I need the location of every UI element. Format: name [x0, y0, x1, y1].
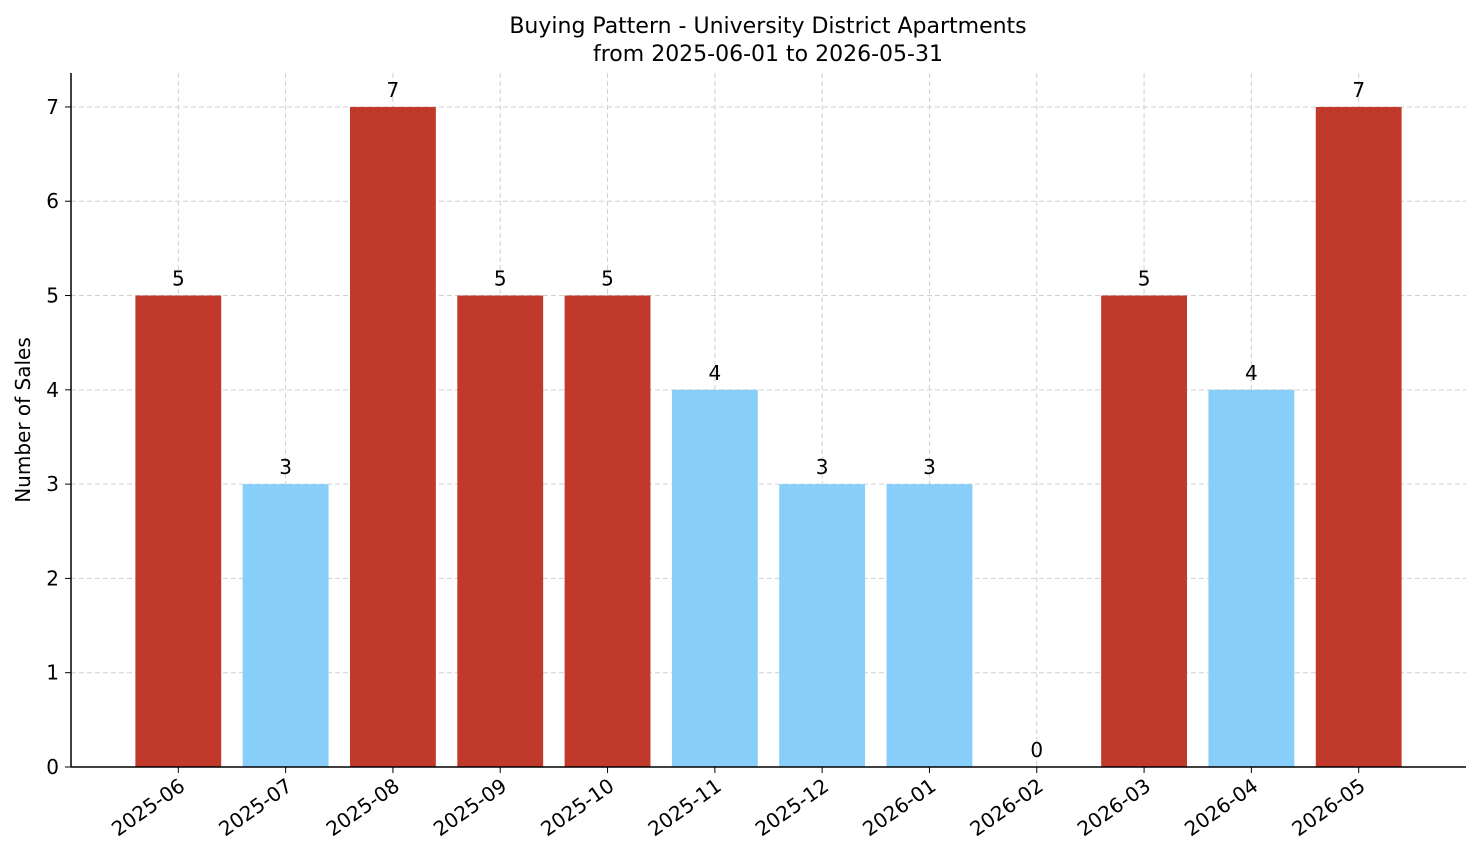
bar	[242, 484, 329, 767]
value-label: 3	[923, 455, 936, 479]
bar	[457, 295, 544, 767]
value-label: 5	[494, 267, 507, 291]
chart-title: Buying Pattern - University District Apa…	[509, 14, 1026, 39]
bar	[135, 295, 222, 767]
y-tick-label: 4	[46, 378, 59, 402]
y-tick-label: 2	[46, 566, 59, 590]
x-tick-label: 2026-04	[1180, 773, 1262, 841]
y-tick-label: 7	[46, 95, 59, 119]
x-tick-label: 2025-07	[214, 773, 296, 841]
bar	[671, 389, 758, 767]
value-label: 5	[1138, 267, 1151, 291]
bar	[779, 484, 866, 767]
value-label: 5	[172, 267, 185, 291]
chart-subtitle: from 2025-06-01 to 2026-05-31	[593, 42, 943, 67]
x-tick-label: 2026-03	[1073, 773, 1155, 841]
y-tick-label: 6	[46, 189, 59, 213]
value-label: 4	[708, 361, 721, 385]
value-label: 0	[1030, 738, 1043, 762]
y-tick-label: 1	[46, 661, 59, 685]
y-axis-label: Number of Sales	[11, 337, 35, 503]
value-label: 7	[387, 78, 400, 102]
x-tick-label: 2026-02	[965, 773, 1047, 841]
bar	[1315, 106, 1402, 767]
x-tick-label: 2025-08	[322, 773, 404, 841]
bar	[564, 295, 651, 767]
value-label: 5	[601, 267, 614, 291]
x-tick-label: 2025-11	[643, 773, 725, 841]
bar	[1208, 389, 1295, 767]
value-label: 3	[279, 455, 292, 479]
value-label: 7	[1352, 78, 1365, 102]
y-tick-label: 5	[46, 284, 59, 308]
x-tick-label: 2025-09	[429, 773, 511, 841]
value-label: 4	[1245, 361, 1258, 385]
y-tick-label: 3	[46, 472, 59, 496]
x-tick-label: 2026-01	[858, 773, 940, 841]
bar	[350, 106, 436, 767]
y-tick-label: 0	[46, 755, 59, 779]
value-label: 3	[816, 455, 829, 479]
bar	[1101, 295, 1187, 767]
x-tick-label: 2025-06	[107, 773, 189, 841]
x-tick-label: 2025-12	[751, 773, 833, 841]
bar	[886, 484, 973, 767]
x-tick-label: 2025-10	[536, 773, 618, 841]
x-tick-label: 2026-05	[1287, 773, 1369, 841]
